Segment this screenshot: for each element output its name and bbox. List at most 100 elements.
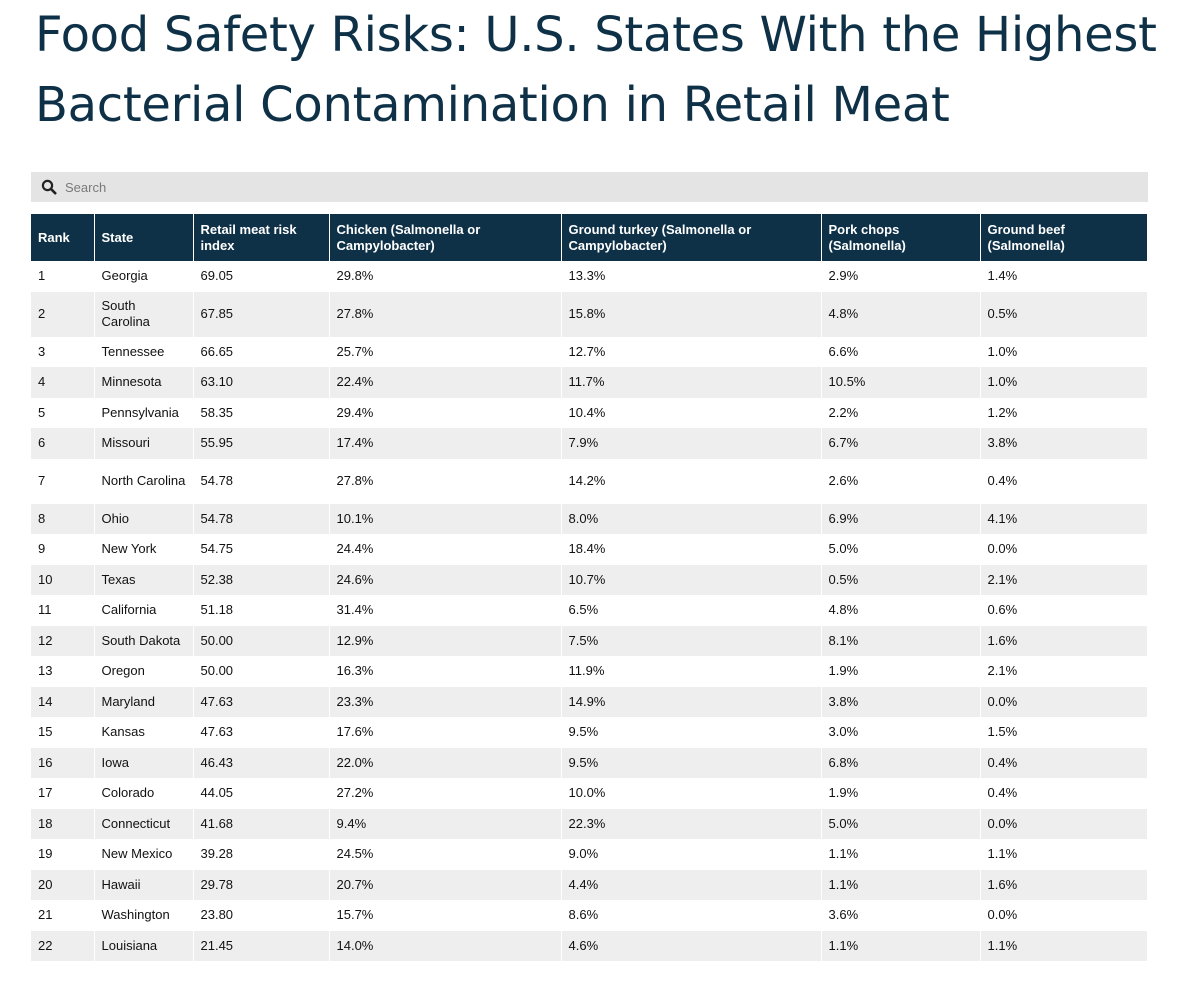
cell-ground-beef: 1.1%: [980, 839, 1147, 870]
cell-chicken: 22.0%: [329, 747, 562, 778]
cell-ground-turkey: 10.0%: [561, 778, 822, 809]
cell-ground-turkey: 18.4%: [561, 534, 822, 565]
cell-chicken: 17.6%: [329, 717, 562, 748]
table-row: 21 Washington 23.80 15.7% 8.6% 3.6% 0.0%: [31, 900, 1147, 931]
cell-pork-chops: 1.1%: [821, 839, 981, 870]
cell-ground-beef: 1.4%: [980, 261, 1147, 292]
cell-rank: 8: [31, 503, 95, 534]
cell-ground-beef: 0.4%: [980, 747, 1147, 778]
cell-rank: 22: [31, 930, 95, 961]
cell-pork-chops: 6.6%: [821, 336, 981, 367]
cell-ground-beef: 1.5%: [980, 717, 1147, 748]
column-header-state[interactable]: State: [94, 214, 194, 261]
cell-ground-beef: 1.0%: [980, 367, 1147, 398]
column-header-chicken[interactable]: Chicken (Salmonella or Campylobacter): [329, 214, 562, 261]
cell-ground-turkey: 4.6%: [561, 930, 822, 961]
cell-ground-turkey: 8.6%: [561, 900, 822, 931]
cell-rank: 9: [31, 534, 95, 565]
table-row: 6 Missouri 55.95 17.4% 7.9% 6.7% 3.8%: [31, 428, 1147, 459]
table-row: 13 Oregon 50.00 16.3% 11.9% 1.9% 2.1%: [31, 656, 1147, 687]
column-header-rank[interactable]: Rank: [31, 214, 95, 261]
cell-risk-index: 39.28: [193, 839, 330, 870]
cell-ground-turkey: 9.5%: [561, 717, 822, 748]
table-row: 11 California 51.18 31.4% 6.5% 4.8% 0.6%: [31, 595, 1147, 626]
cell-ground-turkey: 22.3%: [561, 808, 822, 839]
cell-risk-index: 41.68: [193, 808, 330, 839]
cell-risk-index: 50.00: [193, 656, 330, 687]
cell-rank: 5: [31, 397, 95, 428]
cell-ground-beef: 2.1%: [980, 564, 1147, 595]
cell-risk-index: 47.63: [193, 686, 330, 717]
cell-ground-beef: 0.4%: [980, 458, 1147, 504]
risk-table: Rank State Retail meat risk index Chicken (…: [31, 214, 1147, 961]
cell-rank: 20: [31, 869, 95, 900]
cell-ground-turkey: 10.4%: [561, 397, 822, 428]
cell-pork-chops: 2.6%: [821, 458, 981, 504]
search-bar[interactable]: [31, 172, 1148, 202]
cell-ground-beef: 1.6%: [980, 869, 1147, 900]
cell-pork-chops: 8.1%: [821, 625, 981, 656]
cell-rank: 7: [31, 458, 95, 504]
cell-ground-turkey: 11.7%: [561, 367, 822, 398]
cell-ground-beef: 0.5%: [980, 291, 1147, 337]
cell-rank: 14: [31, 686, 95, 717]
cell-pork-chops: 3.0%: [821, 717, 981, 748]
cell-state: South Carolina: [94, 291, 194, 337]
cell-ground-turkey: 15.8%: [561, 291, 822, 337]
cell-risk-index: 66.65: [193, 336, 330, 367]
search-input[interactable]: [65, 174, 1125, 200]
cell-state: Maryland: [94, 686, 194, 717]
cell-chicken: 29.4%: [329, 397, 562, 428]
cell-risk-index: 51.18: [193, 595, 330, 626]
column-header-ground-turkey[interactable]: Ground turkey (Salmonella or Campylobact…: [561, 214, 822, 261]
cell-pork-chops: 2.2%: [821, 397, 981, 428]
column-header-pork-chops[interactable]: Pork chops (Salmonella): [821, 214, 981, 261]
cell-rank: 6: [31, 428, 95, 459]
cell-state: Missouri: [94, 428, 194, 459]
cell-ground-beef: 0.0%: [980, 534, 1147, 565]
cell-rank: 16: [31, 747, 95, 778]
cell-ground-turkey: 6.5%: [561, 595, 822, 626]
cell-pork-chops: 5.0%: [821, 534, 981, 565]
table-row: 16 Iowa 46.43 22.0% 9.5% 6.8% 0.4%: [31, 747, 1147, 778]
table-row: 8 Ohio 54.78 10.1% 8.0% 6.9% 4.1%: [31, 503, 1147, 534]
table-row: 12 South Dakota 50.00 12.9% 7.5% 8.1% 1.6%: [31, 625, 1147, 656]
cell-chicken: 27.2%: [329, 778, 562, 809]
search-icon[interactable]: [41, 179, 57, 195]
cell-ground-turkey: 11.9%: [561, 656, 822, 687]
cell-pork-chops: 0.5%: [821, 564, 981, 595]
cell-chicken: 12.9%: [329, 625, 562, 656]
cell-ground-beef: 1.1%: [980, 930, 1147, 961]
table-row: 4 Minnesota 63.10 22.4% 11.7% 10.5% 1.0%: [31, 367, 1147, 398]
cell-rank: 13: [31, 656, 95, 687]
table-row: 10 Texas 52.38 24.6% 10.7% 0.5% 2.1%: [31, 564, 1147, 595]
cell-pork-chops: 3.8%: [821, 686, 981, 717]
table-row: 3 Tennessee 66.65 25.7% 12.7% 6.6% 1.0%: [31, 336, 1147, 367]
page-title: Food Safety Risks: U.S. States With the …: [35, 7, 1157, 133]
table-row: 2 South Carolina 67.85 27.8% 15.8% 4.8% 0.5%: [31, 291, 1147, 337]
cell-state: South Dakota: [94, 625, 194, 656]
column-header-risk-index[interactable]: Retail meat risk index: [193, 214, 330, 261]
cell-chicken: 23.3%: [329, 686, 562, 717]
cell-state: New York: [94, 534, 194, 565]
cell-chicken: 20.7%: [329, 869, 562, 900]
cell-ground-turkey: 12.7%: [561, 336, 822, 367]
cell-risk-index: 21.45: [193, 930, 330, 961]
column-header-ground-beef[interactable]: Ground beef (Salmonella): [980, 214, 1147, 261]
cell-chicken: 17.4%: [329, 428, 562, 459]
cell-chicken: 9.4%: [329, 808, 562, 839]
cell-state: Minnesota: [94, 367, 194, 398]
table-row: 15 Kansas 47.63 17.6% 9.5% 3.0% 1.5%: [31, 717, 1147, 748]
cell-rank: 2: [31, 291, 95, 337]
cell-risk-index: 58.35: [193, 397, 330, 428]
cell-risk-index: 69.05: [193, 261, 330, 292]
cell-ground-turkey: 9.0%: [561, 839, 822, 870]
table-header-row: Rank State Retail meat risk index Chicken (…: [31, 214, 1147, 261]
cell-pork-chops: 1.9%: [821, 778, 981, 809]
cell-pork-chops: 4.8%: [821, 291, 981, 337]
cell-ground-turkey: 7.9%: [561, 428, 822, 459]
cell-rank: 3: [31, 336, 95, 367]
cell-ground-turkey: 14.2%: [561, 458, 822, 504]
table-body: 1 Georgia 69.05 29.8% 13.3% 2.9% 1.4% 2 South Ca…: [31, 261, 1147, 961]
table-row: 9 New York 54.75 24.4% 18.4% 5.0% 0.0%: [31, 534, 1147, 565]
